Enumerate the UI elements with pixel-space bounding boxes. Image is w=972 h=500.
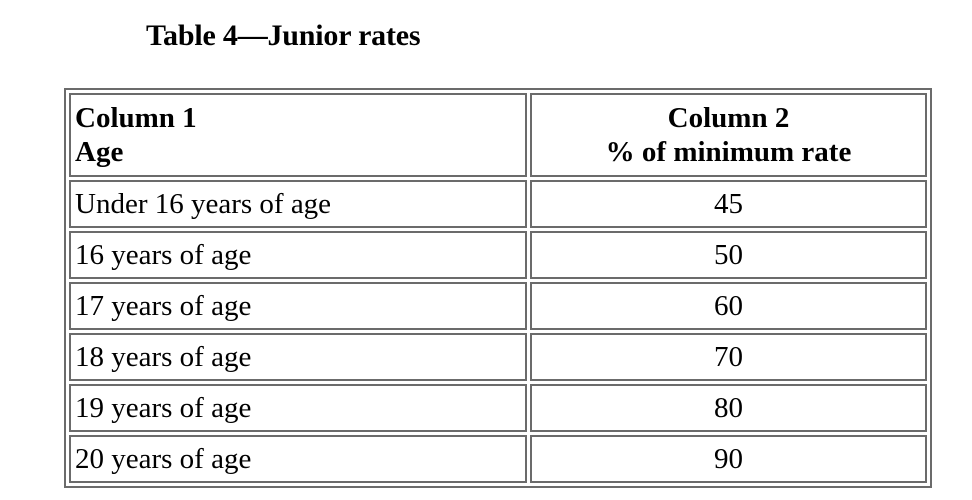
column-1-header-line2: Age bbox=[75, 136, 124, 168]
table-row: 17 years of age 60 bbox=[69, 282, 927, 330]
age-cell: 20 years of age bbox=[69, 435, 527, 483]
percent-cell: 45 bbox=[530, 180, 927, 228]
table-header-row: Column 1 Age Column 2 % of minimum rate bbox=[69, 93, 927, 177]
age-cell: 18 years of age bbox=[69, 333, 527, 381]
column-2-header-line2: % of minimum rate bbox=[605, 136, 852, 168]
table-row: 19 years of age 80 bbox=[69, 384, 927, 432]
table-caption: Table 4—Junior rates bbox=[146, 19, 421, 52]
age-cell: 17 years of age bbox=[69, 282, 527, 330]
percent-cell: 70 bbox=[530, 333, 927, 381]
age-cell: 19 years of age bbox=[69, 384, 527, 432]
age-cell: 16 years of age bbox=[69, 231, 527, 279]
column-1-header: Column 1 Age bbox=[69, 93, 527, 177]
junior-rates-table: Column 1 Age Column 2 % of minimum rate … bbox=[64, 88, 932, 488]
column-2-header: Column 2 % of minimum rate bbox=[530, 93, 927, 177]
age-cell: Under 16 years of age bbox=[69, 180, 527, 228]
table-row: 16 years of age 50 bbox=[69, 231, 927, 279]
table-row: 20 years of age 90 bbox=[69, 435, 927, 483]
table-row: 18 years of age 70 bbox=[69, 333, 927, 381]
percent-cell: 60 bbox=[530, 282, 927, 330]
column-2-header-line1: Column 2 bbox=[667, 102, 790, 134]
column-1-header-line1: Column 1 bbox=[75, 102, 197, 134]
percent-cell: 90 bbox=[530, 435, 927, 483]
table-row: Under 16 years of age 45 bbox=[69, 180, 927, 228]
percent-cell: 80 bbox=[530, 384, 927, 432]
percent-cell: 50 bbox=[530, 231, 927, 279]
